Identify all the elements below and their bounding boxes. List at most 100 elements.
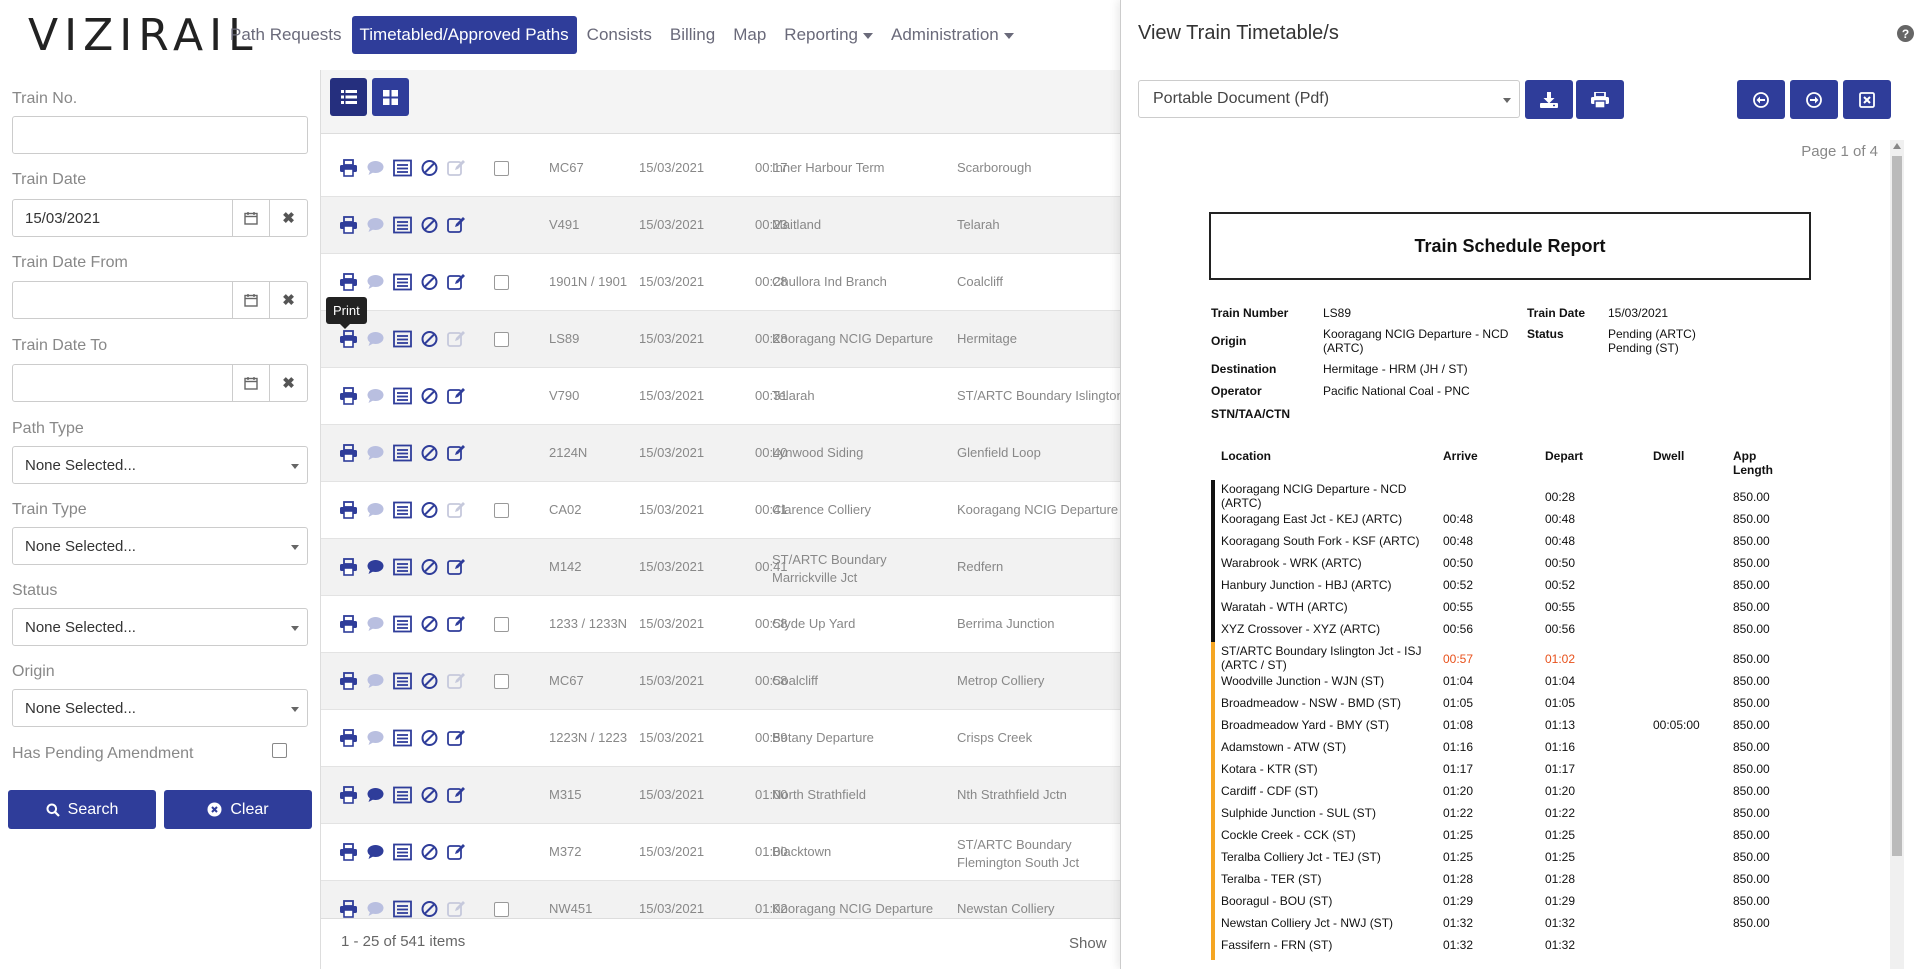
cancel-icon[interactable]: [420, 615, 439, 633]
cancel-icon[interactable]: [420, 330, 439, 348]
comment-icon[interactable]: [366, 273, 385, 291]
edit-icon[interactable]: [447, 273, 466, 291]
details-list-icon[interactable]: [393, 729, 412, 747]
nav-item-timetabled-approved-paths[interactable]: Timetabled/Approved Paths: [351, 16, 577, 54]
path-type-select[interactable]: None Selected...: [12, 446, 308, 484]
nav-item-path-requests[interactable]: Path Requests: [222, 17, 350, 53]
cancel-icon[interactable]: [420, 387, 439, 405]
print-icon[interactable]: [339, 843, 358, 861]
comment-icon[interactable]: [366, 843, 385, 861]
cancel-icon[interactable]: [420, 558, 439, 576]
print-button[interactable]: [1576, 80, 1624, 119]
row-checkbox[interactable]: [494, 674, 509, 689]
edit-icon[interactable]: [447, 900, 466, 918]
print-icon[interactable]: [339, 900, 358, 918]
print-icon[interactable]: [339, 273, 358, 291]
comment-icon[interactable]: [366, 729, 385, 747]
close-panel-button[interactable]: [1843, 80, 1891, 119]
table-row[interactable]: MC67 15/03/2021 00:58 Coalcliff Metrop Colli…: [321, 653, 1121, 710]
comment-icon[interactable]: [366, 444, 385, 462]
details-list-icon[interactable]: [393, 216, 412, 234]
details-list-icon[interactable]: [393, 330, 412, 348]
print-icon[interactable]: [339, 444, 358, 462]
print-icon[interactable]: [339, 615, 358, 633]
print-icon[interactable]: [339, 786, 358, 804]
table-row[interactable]: 1223N / 1223 15/03/2021 00:59 Botany Depart…: [321, 710, 1121, 767]
previous-page-button[interactable]: [1737, 80, 1785, 119]
search-button[interactable]: Search: [8, 790, 156, 829]
comment-icon[interactable]: [366, 387, 385, 405]
clear-date-icon[interactable]: ✖: [270, 281, 308, 319]
table-row[interactable]: M315 15/03/2021 01:00 North Strathfield Nth …: [321, 767, 1121, 824]
format-select[interactable]: Portable Document (Pdf): [1138, 80, 1520, 118]
nav-item-consists[interactable]: Consists: [579, 17, 660, 53]
comment-icon[interactable]: [366, 558, 385, 576]
print-icon[interactable]: [339, 216, 358, 234]
details-list-icon[interactable]: [393, 273, 412, 291]
table-row[interactable]: LS89 15/03/2021 00:28 Kooragang NCIG Depart…: [321, 311, 1121, 368]
comment-icon[interactable]: [366, 672, 385, 690]
help-icon[interactable]: ?: [1897, 25, 1914, 42]
table-row[interactable]: CA02 15/03/2021 00:41 Clarence Colliery Koor…: [321, 482, 1121, 539]
comment-icon[interactable]: [366, 615, 385, 633]
edit-icon[interactable]: [447, 843, 466, 861]
edit-icon[interactable]: [447, 558, 466, 576]
cancel-icon[interactable]: [420, 729, 439, 747]
cancel-icon[interactable]: [420, 273, 439, 291]
comment-icon[interactable]: [366, 501, 385, 519]
edit-icon[interactable]: [447, 501, 466, 519]
table-row[interactable]: V790 15/03/2021 00:31 Telarah ST/ARTC Bounda…: [321, 368, 1121, 425]
nav-item-administration[interactable]: Administration: [883, 17, 1022, 53]
table-row[interactable]: M142 15/03/2021 00:41 ST/ARTC Boundary Marr…: [321, 539, 1121, 596]
comment-icon[interactable]: [366, 330, 385, 348]
print-icon[interactable]: [339, 387, 358, 405]
print-icon[interactable]: [339, 672, 358, 690]
train-type-select[interactable]: None Selected...: [12, 527, 308, 565]
details-list-icon[interactable]: [393, 387, 412, 405]
table-row[interactable]: 1233 / 1233N 15/03/2021 00:58 Clyde Up Yard…: [321, 596, 1121, 653]
card-view-button[interactable]: [372, 78, 409, 116]
table-row[interactable]: M372 15/03/2021 01:00 Blacktown ST/ARTC Boun…: [321, 824, 1121, 881]
edit-icon[interactable]: [447, 216, 466, 234]
cancel-icon[interactable]: [420, 843, 439, 861]
clear-date-icon[interactable]: ✖: [270, 364, 308, 402]
edit-icon[interactable]: [447, 159, 466, 177]
clear-button[interactable]: Clear: [164, 790, 312, 829]
train-date-input[interactable]: 15/03/2021: [12, 199, 233, 237]
row-checkbox[interactable]: [494, 902, 509, 917]
table-row[interactable]: 2124N 15/03/2021 00:40 Lynwood Siding Glenfi…: [321, 425, 1121, 482]
calendar-icon[interactable]: [232, 364, 270, 402]
next-page-button[interactable]: [1790, 80, 1838, 119]
details-list-icon[interactable]: [393, 444, 412, 462]
row-checkbox[interactable]: [494, 161, 509, 176]
print-icon[interactable]: [339, 558, 358, 576]
train-no-input[interactable]: [12, 116, 308, 154]
clear-date-icon[interactable]: ✖: [270, 199, 308, 237]
row-checkbox[interactable]: [494, 617, 509, 632]
details-list-icon[interactable]: [393, 672, 412, 690]
comment-icon[interactable]: [366, 216, 385, 234]
edit-icon[interactable]: [447, 330, 466, 348]
table-row[interactable]: MC67 15/03/2021 00:17 Inner Harbour Term Sca…: [321, 140, 1121, 197]
train-date-to-input[interactable]: [12, 364, 233, 402]
edit-icon[interactable]: [447, 615, 466, 633]
edit-icon[interactable]: [447, 786, 466, 804]
details-list-icon[interactable]: [393, 501, 412, 519]
print-icon[interactable]: [339, 729, 358, 747]
cancel-icon[interactable]: [420, 672, 439, 690]
origin-select[interactable]: None Selected...: [12, 689, 308, 727]
edit-icon[interactable]: [447, 387, 466, 405]
nav-item-reporting[interactable]: Reporting: [776, 17, 881, 53]
cancel-icon[interactable]: [420, 444, 439, 462]
row-checkbox[interactable]: [494, 332, 509, 347]
calendar-icon[interactable]: [232, 199, 270, 237]
cancel-icon[interactable]: [420, 786, 439, 804]
details-list-icon[interactable]: [393, 558, 412, 576]
pending-amendment-checkbox[interactable]: [272, 743, 287, 758]
details-list-icon[interactable]: [393, 615, 412, 633]
edit-icon[interactable]: [447, 672, 466, 690]
train-date-from-input[interactable]: [12, 281, 233, 319]
table-row[interactable]: V491 15/03/2021 00:23 Maitland Telarah: [321, 197, 1121, 254]
comment-icon[interactable]: [366, 786, 385, 804]
comment-icon[interactable]: [366, 900, 385, 918]
